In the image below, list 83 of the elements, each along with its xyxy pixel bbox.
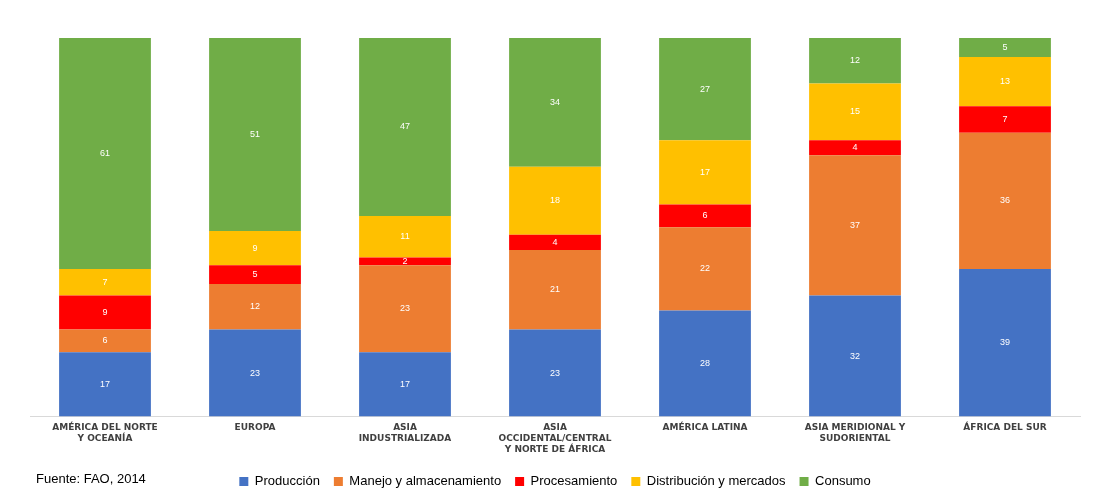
data-label: 17 <box>699 166 711 177</box>
data-label: 13 <box>999 76 1011 87</box>
data-label: 4 <box>552 236 558 247</box>
bar <box>809 155 901 296</box>
data-label: 23 <box>249 367 261 378</box>
data-label: 9 <box>102 306 108 317</box>
bar <box>809 38 901 84</box>
data-label: 18 <box>549 195 561 206</box>
source-note: Fuente: FAO, 2014 <box>36 471 146 487</box>
x-tick-label: AMÉRICA DEL NORTE Y OCEANÍA <box>52 421 158 444</box>
data-label: 7 <box>1002 113 1008 124</box>
data-label: 22 <box>699 263 711 274</box>
bar <box>209 231 301 266</box>
data-label: 4 <box>852 142 858 153</box>
x-tick-label: ASIA OCCIDENTAL/CENTRAL Y NORTE DE ÁFRICA <box>498 422 612 454</box>
data-label: 27 <box>699 83 711 94</box>
legend-label: Procesamiento <box>530 473 618 489</box>
x-tick-label: ÁFRICA DEL SUR <box>963 421 1047 433</box>
bar <box>209 265 301 285</box>
data-label: 32 <box>849 350 861 361</box>
data-label: 5 <box>252 269 258 280</box>
bar <box>659 204 751 228</box>
data-label: 7 <box>102 276 108 287</box>
bar <box>659 227 751 311</box>
data-label: 36 <box>999 195 1011 206</box>
bar <box>659 310 751 417</box>
legend-label: Producción <box>254 473 320 489</box>
bar <box>809 83 901 141</box>
data-label: 37 <box>849 219 861 230</box>
data-label: 9 <box>252 242 258 253</box>
bar <box>659 140 751 205</box>
data-label: 61 <box>99 147 111 158</box>
bar <box>209 329 301 417</box>
data-label: 5 <box>1002 41 1008 52</box>
legend-label: Distribución y mercados <box>646 473 787 489</box>
bar <box>959 132 1051 269</box>
bar <box>959 106 1051 133</box>
bar <box>509 329 601 417</box>
bar <box>509 166 601 235</box>
x-tick-label: ASIA INDUSTRIALIZADA <box>358 422 452 444</box>
bar <box>59 268 151 296</box>
x-tick-label: AMÉRICA LATINA <box>662 421 748 433</box>
bar <box>59 38 151 269</box>
data-label: 17 <box>99 378 111 389</box>
data-label: 17 <box>399 378 411 389</box>
x-tick-label: ASIA MERIDIONAL Y SUDORIENTAL <box>804 422 906 444</box>
bar <box>509 234 601 251</box>
bar <box>959 56 1051 107</box>
bar <box>959 268 1051 417</box>
data-label: 6 <box>702 210 708 221</box>
bar <box>359 265 451 353</box>
bar <box>209 38 301 232</box>
bar <box>359 38 451 216</box>
data-label: 6 <box>102 335 108 346</box>
bar <box>359 352 451 417</box>
data-label: 34 <box>549 96 561 107</box>
data-label: 23 <box>399 303 411 314</box>
data-label: 12 <box>849 55 861 66</box>
data-label: 28 <box>699 358 711 369</box>
data-label: 51 <box>249 129 261 140</box>
bar <box>59 295 151 330</box>
bar <box>209 284 301 330</box>
bar <box>59 352 151 417</box>
bar <box>809 295 901 417</box>
bar <box>359 257 451 266</box>
data-label: 11 <box>400 231 410 242</box>
data-label: 47 <box>399 121 411 132</box>
bar <box>659 38 751 141</box>
data-label: 23 <box>549 367 561 378</box>
bar <box>809 140 901 156</box>
data-label: 21 <box>549 284 561 295</box>
bar <box>359 215 451 258</box>
bar <box>509 38 601 167</box>
data-label: 39 <box>999 337 1011 348</box>
bar <box>959 38 1051 57</box>
data-label: 12 <box>249 301 261 312</box>
bar <box>509 250 601 330</box>
legend-label: Manejo y almacenamiento <box>349 473 502 489</box>
data-label: 2 <box>402 255 408 266</box>
legend-label: Consumo <box>815 473 871 489</box>
data-label: 15 <box>849 106 861 117</box>
x-tick-label: EUROPA <box>234 422 276 433</box>
bar <box>59 329 151 353</box>
